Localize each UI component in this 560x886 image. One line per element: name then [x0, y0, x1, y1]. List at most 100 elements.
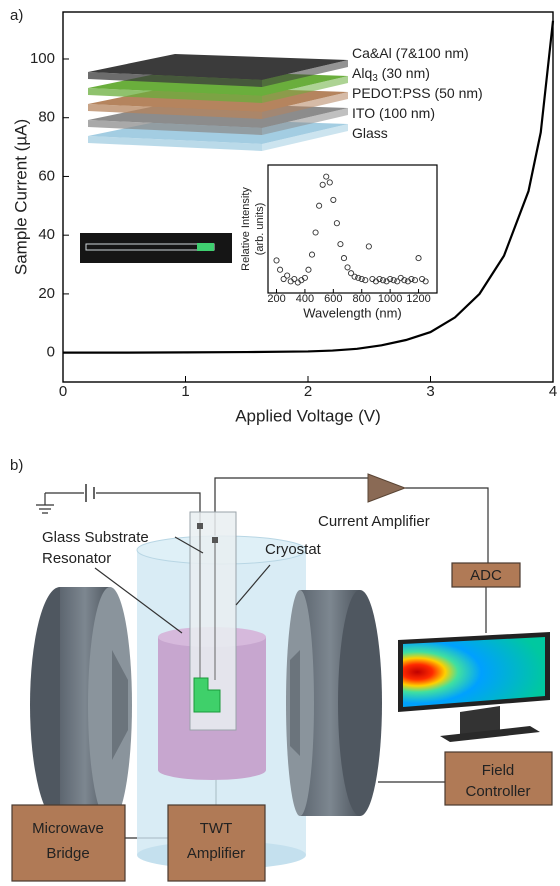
- diagram: Glass Substrate Resonator Cryostat Curre…: [11, 473, 553, 882]
- x-axis-label: Wavelength (nm): [303, 305, 402, 320]
- layer-label-part: ITO (100 nm): [352, 105, 435, 121]
- microwave-bridge-box: [11, 804, 126, 882]
- layer-side: [262, 76, 348, 103]
- data-point: [376, 275, 383, 283]
- label: Cryostat: [265, 541, 322, 558]
- layer: [88, 54, 348, 80]
- layer-label: Glass: [352, 125, 388, 141]
- data-point: [411, 277, 419, 284]
- label: Field: [482, 762, 515, 779]
- layer-side: [262, 108, 348, 135]
- y-tick-label: 0: [47, 344, 55, 361]
- layer-side: [88, 72, 262, 87]
- layer-label: Alq3 (30 nm): [352, 65, 430, 84]
- data-point: [280, 275, 287, 283]
- x-tick-label: 0: [59, 383, 67, 400]
- monitor-base: [440, 726, 540, 742]
- magnet: [338, 590, 382, 816]
- data-point: [365, 243, 372, 250]
- data-point: [330, 196, 337, 203]
- label: Current Amplifier: [318, 513, 430, 530]
- monitor-stand: [460, 706, 500, 736]
- label: Bridge: [46, 845, 89, 862]
- data-point: [291, 275, 298, 283]
- data-point: [408, 275, 415, 283]
- layer-side: [262, 124, 348, 151]
- data-line: [63, 20, 555, 354]
- magnet-face: [88, 587, 132, 823]
- x-axis-label: Applied Voltage (V): [235, 406, 381, 425]
- label: ADC: [470, 567, 502, 584]
- layer-label-part: 3: [372, 73, 378, 84]
- inset-background: [268, 165, 437, 293]
- data-point: [344, 264, 351, 271]
- label: Resonator: [42, 550, 111, 567]
- data-point: [358, 275, 365, 283]
- panel-label: b): [10, 457, 23, 474]
- layer-label: ITO (100 nm): [352, 105, 435, 121]
- magnet-pole: [290, 650, 300, 756]
- layer-side: [88, 88, 262, 103]
- data-point: [323, 173, 330, 180]
- amplifier: [367, 473, 407, 503]
- wire: [36, 492, 201, 527]
- layer-label: Ca&Al (7&100 nm): [352, 45, 469, 61]
- data-point: [301, 274, 308, 281]
- x-tick-label: 200: [267, 293, 285, 305]
- x-tick-label: 2: [304, 383, 312, 400]
- contact: [197, 523, 203, 529]
- device-stack: Ca&Al (7&100 nm) Alq3 (30 nm)PEDOT:PSS (5…: [88, 45, 483, 151]
- data-point: [379, 277, 387, 284]
- layer-label: PEDOT:PSS (50 nm): [352, 85, 483, 101]
- twt-amplifier-box: [167, 804, 266, 882]
- y-tick-label: 100: [30, 50, 55, 67]
- data-point: [277, 266, 284, 273]
- data-point: [340, 255, 348, 262]
- y-tick-label: 60: [38, 167, 55, 184]
- data-point: [355, 274, 362, 281]
- data-point: [348, 270, 355, 277]
- data-point: [273, 257, 280, 264]
- x-tick-label: 1000: [378, 293, 402, 305]
- data-point: [284, 272, 291, 279]
- data-point: [319, 181, 326, 188]
- plot-frame: [62, 11, 554, 383]
- label: TWT: [200, 820, 232, 837]
- layer-label-part: Ca&Al (7&100 nm): [352, 45, 469, 61]
- layer-side: [88, 104, 262, 119]
- layer-side: [262, 60, 348, 87]
- data-point: [326, 179, 333, 186]
- panel-label: a): [10, 7, 23, 24]
- data-point: [316, 202, 323, 209]
- data-point: [305, 266, 312, 273]
- x-tick-label: 400: [296, 293, 314, 305]
- y-axis-label: Relative Intensity: [240, 187, 252, 271]
- monitor-screen: [403, 637, 545, 707]
- contact: [212, 537, 218, 543]
- electrode: [199, 527, 216, 690]
- device-photo: [80, 233, 232, 263]
- data-point: [422, 278, 429, 285]
- x-tick-label: 800: [353, 293, 371, 305]
- layer-label-part: Alq: [352, 65, 372, 81]
- data-point: [337, 241, 344, 248]
- data-point: [401, 277, 408, 284]
- x-tick-label: 1200: [406, 293, 430, 305]
- y-axis-label: Sample Current (µA): [11, 119, 30, 275]
- adc-box: [451, 562, 521, 588]
- layer-side: [262, 92, 348, 119]
- label: Controller: [465, 783, 530, 800]
- y-tick-label: 80: [38, 109, 55, 126]
- label: Microwave: [32, 820, 104, 837]
- y-axis-label: (arb. units): [254, 203, 266, 256]
- data-point: [390, 277, 397, 284]
- label: Glass Substrate: [42, 529, 149, 546]
- wire: [125, 477, 489, 839]
- layer-label-part: PEDOT:PSS (50 nm): [352, 85, 483, 101]
- data-point: [415, 255, 422, 262]
- data-point: [312, 229, 319, 236]
- y-tick-label: 40: [38, 226, 55, 243]
- data-point: [308, 251, 316, 258]
